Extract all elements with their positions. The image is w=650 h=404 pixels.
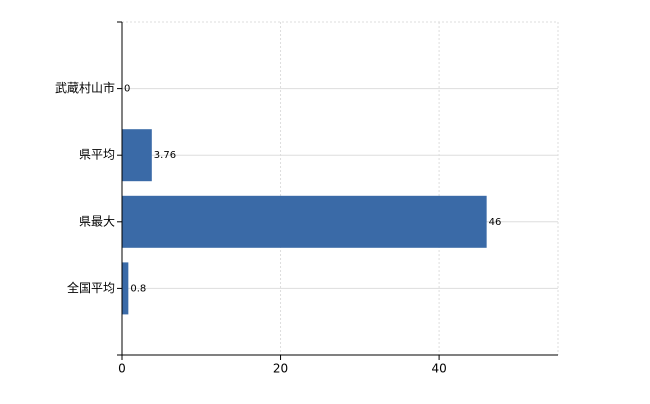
bar bbox=[122, 129, 152, 182]
y-tick-label: 県最大 bbox=[79, 214, 115, 228]
y-tick-label: 県平均 bbox=[79, 148, 115, 162]
x-tick-label: 0 bbox=[118, 362, 126, 376]
x-tick-label: 40 bbox=[431, 362, 446, 376]
bar bbox=[122, 262, 129, 315]
value-label: 3.76 bbox=[154, 150, 176, 161]
y-tick-label: 全国平均 bbox=[67, 280, 115, 295]
x-tick-label: 20 bbox=[273, 362, 288, 376]
y-tick-label: 武蔵村山市 bbox=[55, 80, 115, 95]
value-label: 0 bbox=[124, 84, 130, 95]
bar bbox=[122, 195, 487, 248]
value-label: 46 bbox=[489, 217, 502, 228]
value-label: 0.8 bbox=[130, 283, 146, 294]
